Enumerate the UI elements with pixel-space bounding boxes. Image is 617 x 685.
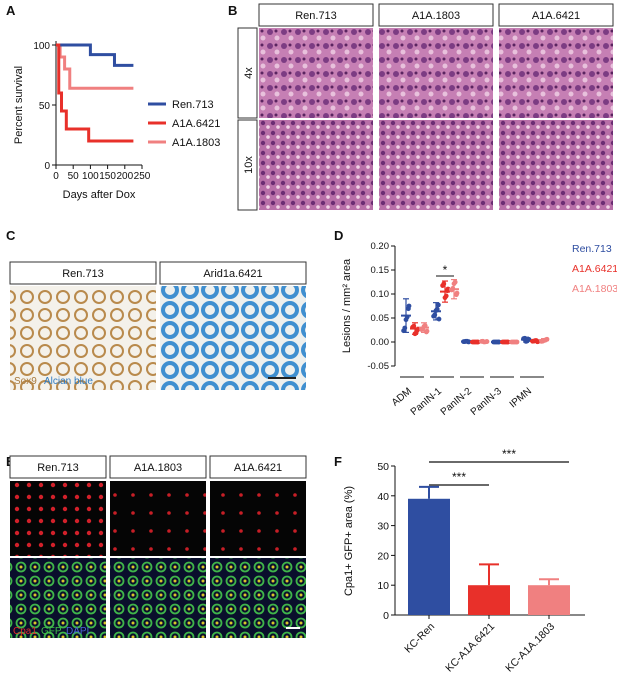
a-x-tick-label: 250 (134, 171, 151, 182)
a-legend-label-0: Ren.713 (172, 99, 214, 111)
b-col-header-0-box (258, 3, 374, 27)
d-category-label: PanIN-2 (439, 386, 475, 418)
e-col-header-2-box (209, 455, 307, 479)
panel-letter-a: A (6, 3, 16, 18)
d-point-1-2 (454, 290, 460, 296)
d-y-tick-label: 0.00 (371, 337, 390, 348)
d-y-tick-label: 0.10 (371, 289, 390, 300)
a-x-tick-label: 50 (68, 171, 80, 182)
b-row-header-box-1 (237, 119, 258, 211)
c-stain-label-sox9: Sox9 (14, 376, 37, 387)
survival-line-0 (56, 43, 134, 67)
e-stain-label-cpa1: Cpa1 (13, 626, 37, 637)
a-x-tick-label: 0 (53, 171, 59, 182)
e-col-header-0-box (9, 455, 107, 479)
a-y-tick-label: 100 (33, 41, 50, 52)
b-col-header-0: Ren.713 (295, 10, 337, 22)
d-category-label: ADM (390, 386, 414, 409)
d-point-0-0 (406, 303, 412, 309)
d-category-label: PanIN-3 (469, 386, 505, 418)
f-bar-2 (528, 585, 570, 615)
d-y-tick-label: -0.05 (367, 361, 389, 372)
f-category-label-0: KC-Ren (402, 621, 437, 656)
a-legend-label-1: A1A.6421 (172, 118, 220, 130)
d-legend-label-1: A1A.6421 (572, 263, 617, 275)
b-col-header-1-box (378, 3, 494, 27)
f-y-axis-label: Cpa1+ GFP+ area (%) (343, 486, 355, 596)
e-col-header-1-box (109, 455, 207, 479)
he-image-0-0 (259, 28, 373, 118)
b-row-header-box-0 (237, 27, 258, 119)
d-point-1-0 (436, 316, 442, 322)
f-bar-0 (408, 498, 450, 615)
b-row-header-1: 10x (243, 156, 255, 174)
f-y-tick-label: 40 (377, 491, 389, 503)
d-point-1-0 (436, 302, 441, 308)
he-image-1-1 (379, 120, 493, 210)
f-bar-1 (468, 585, 510, 615)
f-sig-stars-2: *** (502, 447, 516, 461)
he-image-0-1 (379, 28, 493, 118)
d-sig-star: * (443, 263, 448, 277)
f-y-tick-label: 0 (383, 610, 389, 622)
f-y-tick-label: 30 (377, 521, 389, 533)
a-x-tick-label: 150 (99, 171, 116, 182)
f-category-label-1: KC-A1A.6421 (443, 621, 497, 675)
a-x-tick-label: 100 (82, 171, 99, 182)
fluor-red-image-2 (210, 481, 306, 556)
c-stain-label-alcian: Alcian blue (44, 376, 93, 387)
d-legend-label-2: A1A.1803 (572, 283, 617, 295)
panel-letter-b: B (228, 3, 237, 18)
b-col-header-2: A1A.6421 (532, 10, 580, 22)
d-category-label: IPMN (508, 386, 534, 410)
d-y-tick-label: 0.05 (371, 313, 390, 324)
panel-letter-f: F (334, 454, 342, 469)
b-row-header-0: 4x (243, 67, 255, 79)
c-col-header-1: Arid1a.6421 (203, 268, 262, 280)
fluor-merge-image-1 (110, 558, 206, 638)
f-y-tick-label: 10 (377, 580, 389, 592)
panel-letter-d: D (334, 228, 343, 243)
ihc-image-ren (10, 286, 156, 390)
f-sig-stars-1: *** (452, 470, 466, 484)
a-y-tick-label: 50 (39, 101, 51, 112)
f-y-tick-label: 20 (377, 550, 389, 562)
he-image-1-0 (259, 120, 373, 210)
f-y-tick-label: 50 (377, 461, 389, 473)
c-col-header-0-box (9, 261, 157, 285)
a-y-tick-label: 0 (44, 161, 50, 172)
a-legend-label-2: A1A.1803 (172, 137, 220, 149)
e-stain-label-dapi: DAPI (66, 626, 89, 637)
he-image-1-2 (499, 120, 613, 210)
e-col-header-2: A1A.6421 (234, 462, 282, 474)
panel-letter-c: C (6, 228, 16, 243)
fluor-red-image-0 (10, 481, 106, 556)
fluor-red-image-1 (110, 481, 206, 556)
d-category-label: PanIN-1 (409, 386, 445, 418)
c-col-header-1-box (159, 261, 307, 285)
d-y-tick-label: 0.20 (371, 241, 390, 252)
d-y-axis-label: Lesions / mm² area (341, 258, 353, 353)
e-col-header-0: Ren.713 (37, 462, 79, 474)
c-col-header-0: Ren.713 (62, 268, 104, 280)
f-category-label-2: KC-A1A.1803 (503, 621, 557, 675)
he-image-0-2 (499, 28, 613, 118)
ihc-image-arid1a (160, 286, 306, 390)
d-y-tick-label: 0.15 (371, 265, 390, 276)
a-x-tick-label: 200 (116, 171, 133, 182)
e-col-header-1: A1A.1803 (134, 462, 182, 474)
a-y-axis-label: Percent survival (13, 66, 25, 144)
d-point-1-1 (445, 286, 451, 292)
fluor-merge-image-2 (210, 558, 306, 638)
fluor-merge-image-0 (10, 558, 106, 638)
b-col-header-1: A1A.1803 (412, 10, 460, 22)
e-stain-label-gfp: GFP (41, 626, 62, 637)
b-col-header-2-box (498, 3, 614, 27)
d-legend-label-0: Ren.713 (572, 243, 612, 255)
a-x-axis-label: Days after Dox (63, 189, 136, 201)
survival-line-1 (56, 43, 134, 143)
